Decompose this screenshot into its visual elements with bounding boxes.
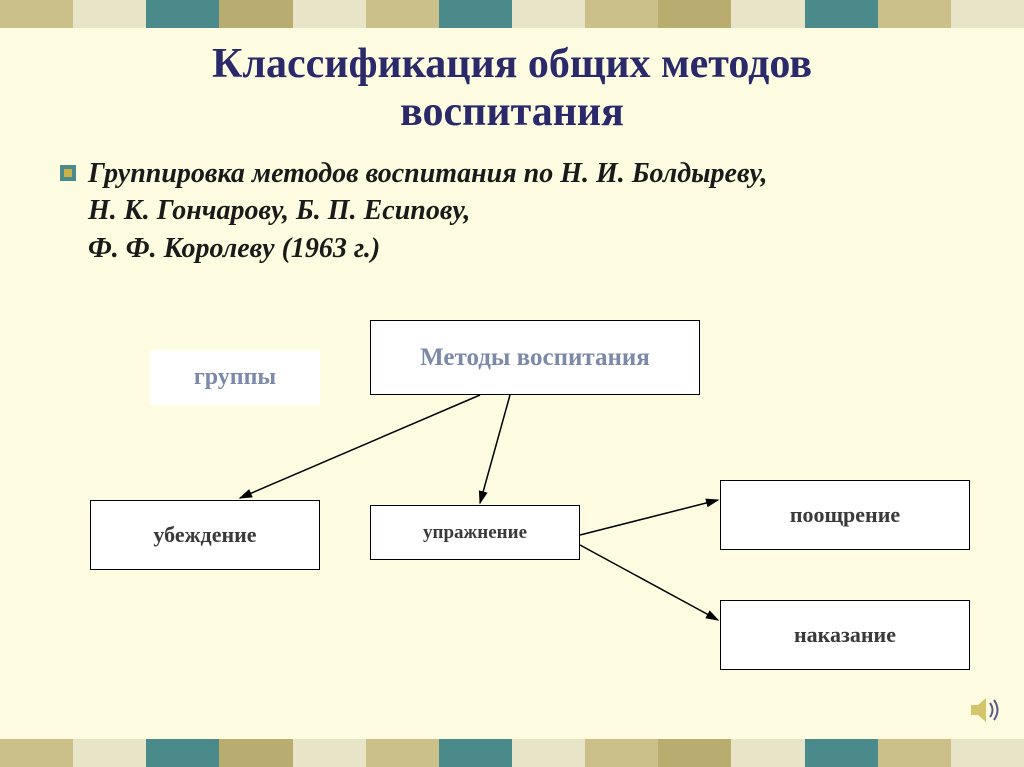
box-reward: поощрение <box>720 480 970 550</box>
box-persuade: убеждение <box>90 500 320 570</box>
slide-content: Классификация общих методов воспитания Г… <box>40 40 984 727</box>
slide-title: Классификация общих методов воспитания <box>40 40 984 137</box>
bullet-icon <box>60 165 76 181</box>
box-methods: Методы воспитания <box>370 320 700 395</box>
decorative-border-bottom <box>0 739 1024 767</box>
title-line-2: воспитания <box>400 89 624 135</box>
box-exercise: упражнение <box>370 505 580 560</box>
intro-line-3: Ф. Ф. Королеву (1963 г.) <box>40 230 984 268</box>
intro-text: Группировка методов воспитания по Н. И. … <box>88 155 768 231</box>
intro-line-1: Группировка методов воспитания по Н. И. … <box>88 158 768 189</box>
intro-line-2: Н. К. Гончарову, Б. П. Есипову, <box>88 195 470 226</box>
decorative-border-top <box>0 0 1024 28</box>
title-line-1: Классификация общих методов <box>212 41 812 87</box>
box-punish: наказание <box>720 600 970 670</box>
diagram-area: группы Методы воспитания убеждение упражнен… <box>40 320 984 727</box>
box-groups: группы <box>150 350 320 405</box>
intro-bullet-row: Группировка методов воспитания по Н. И. … <box>40 155 984 231</box>
sound-icon[interactable] <box>968 693 1002 727</box>
